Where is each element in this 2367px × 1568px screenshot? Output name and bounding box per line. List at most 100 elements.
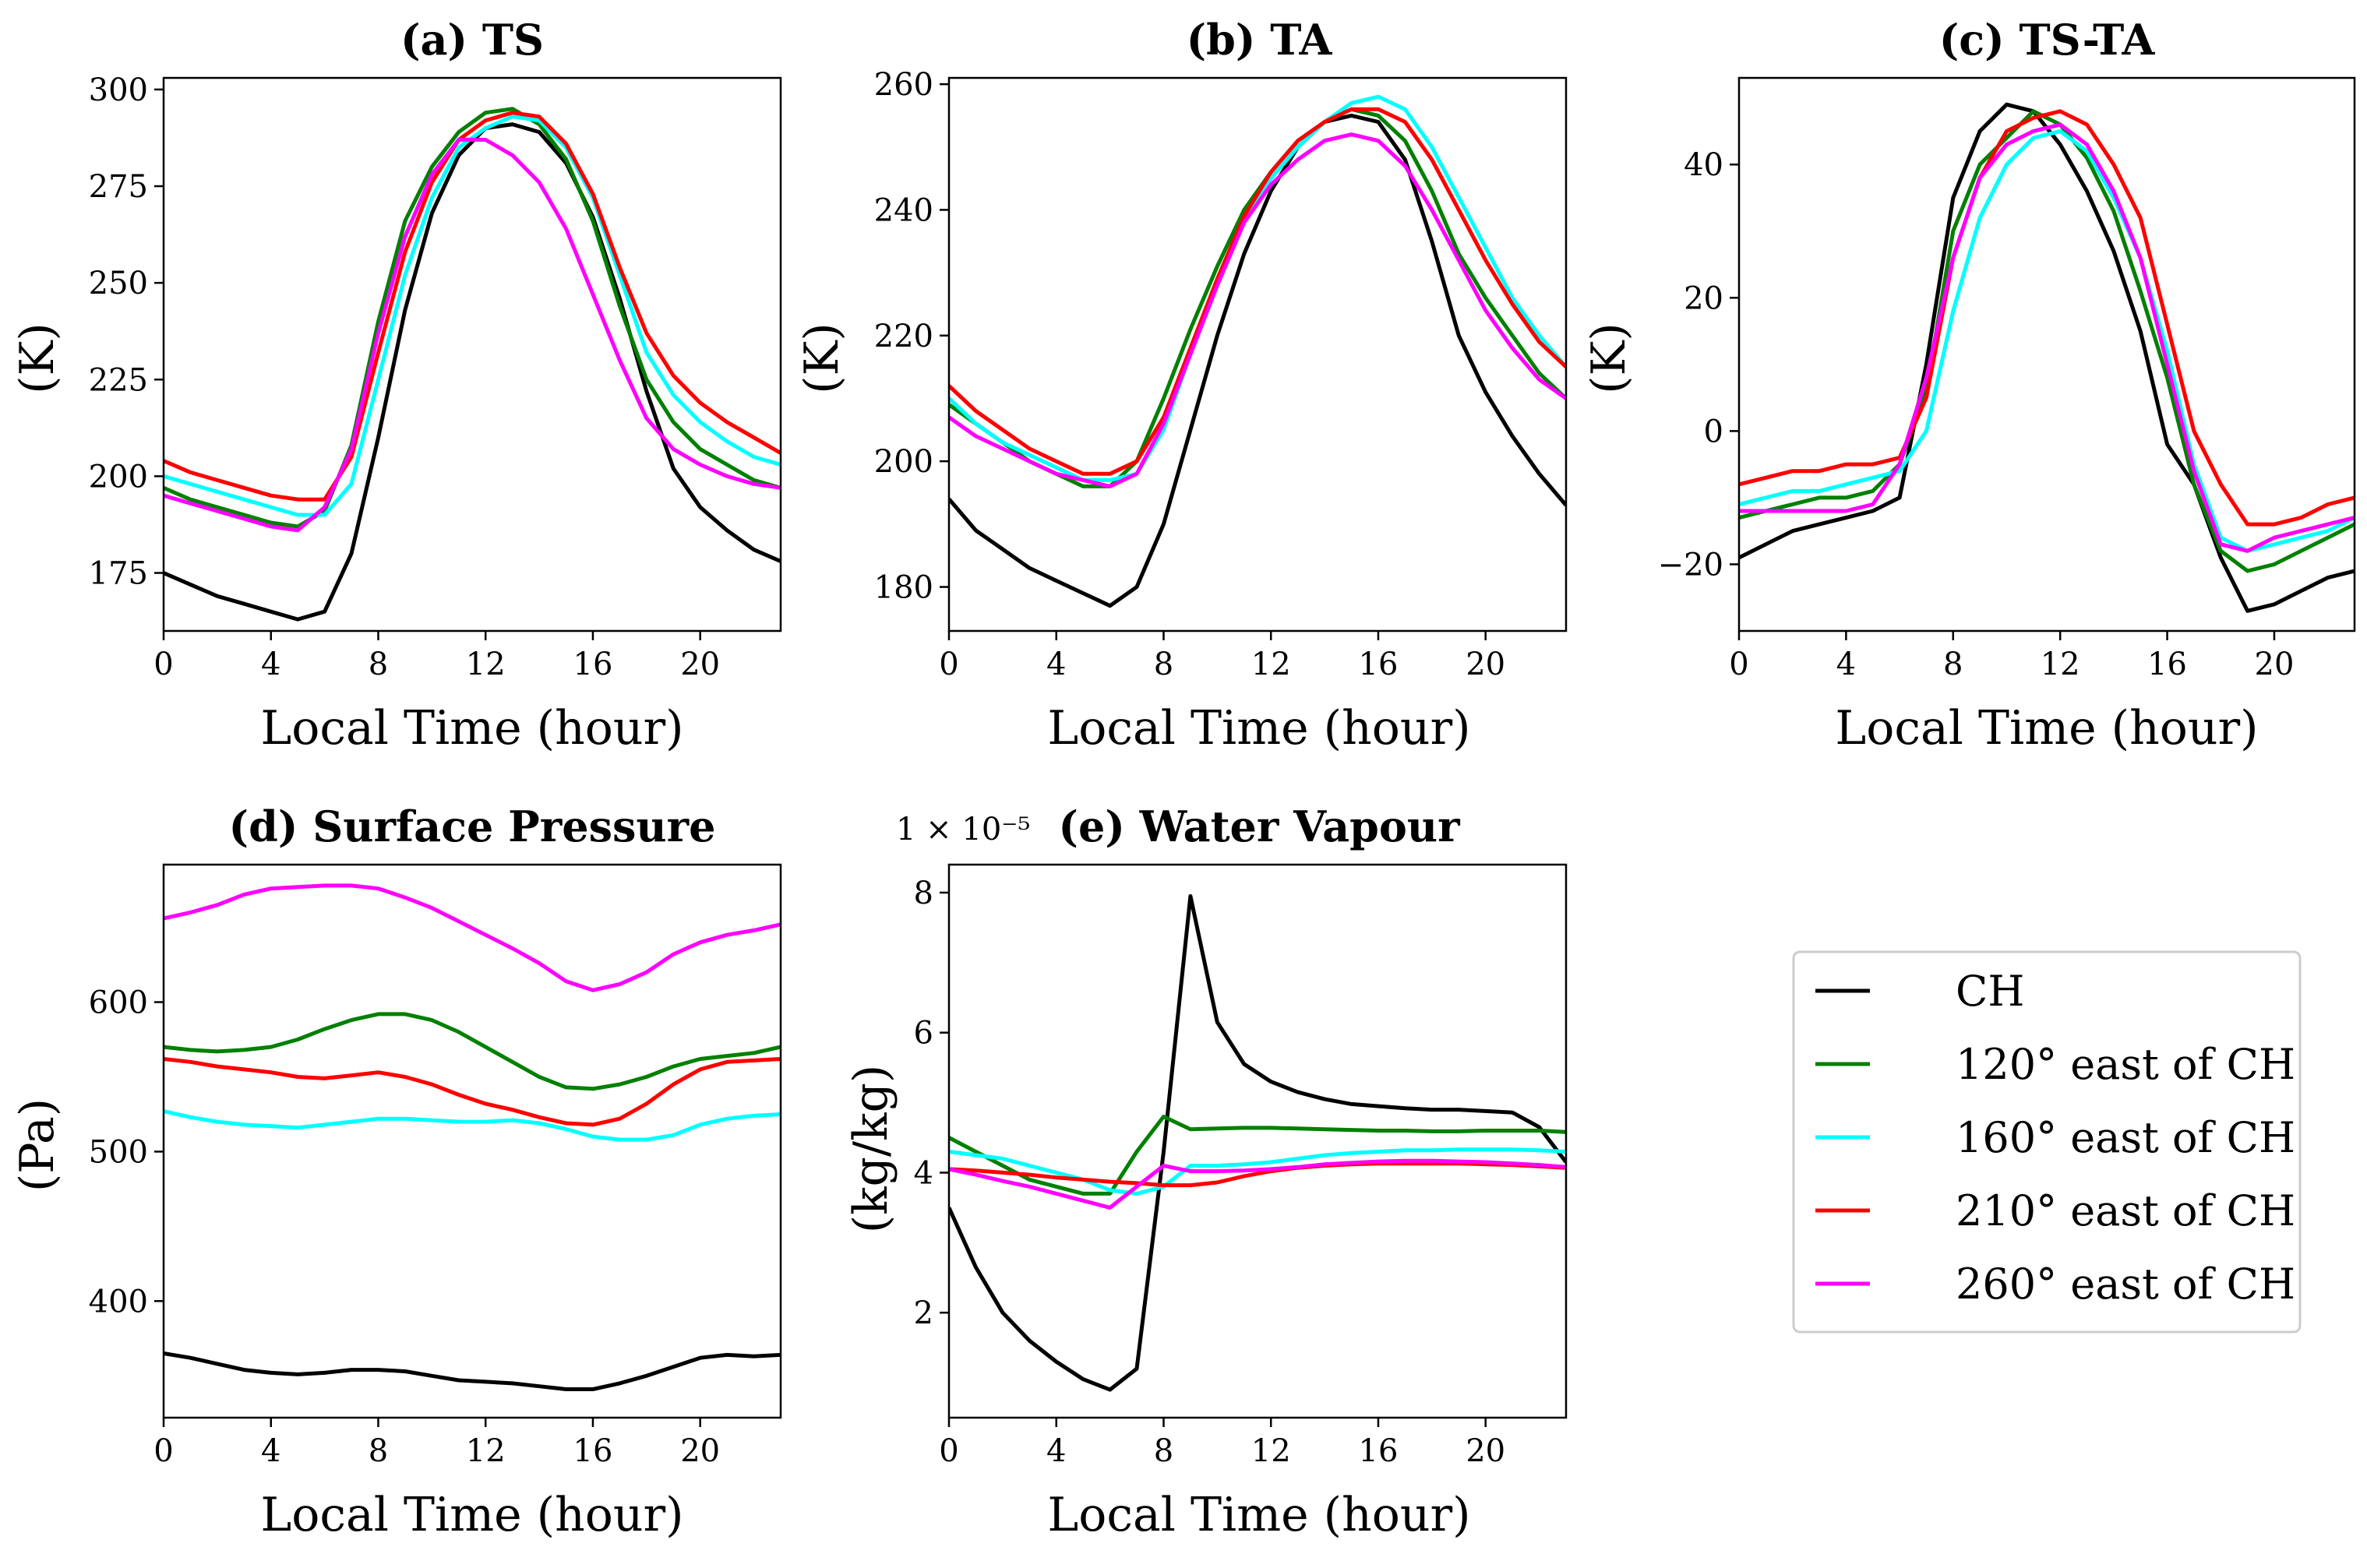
panel-b-series-ch <box>949 113 1566 608</box>
panel-d-ylabel: (Pa) <box>10 1098 65 1192</box>
panel-e-offset-label: 1 × 10⁻⁵ <box>896 812 1030 847</box>
panel-a-series-ch <box>164 122 781 622</box>
panel-d-xtick-label: 20 <box>680 1433 720 1469</box>
panel-b-xtick-label: 8 <box>1154 647 1173 682</box>
panel-a-series-260-east-of-ch <box>164 137 781 533</box>
panel-a-series-group <box>164 107 781 622</box>
panel-c-xtick-label: 12 <box>2041 647 2080 682</box>
panel-b-xtick-label: 4 <box>1046 647 1066 682</box>
panel-c-xtick-label: 20 <box>2255 647 2295 682</box>
panel-d-title: (d) Surface Pressure <box>229 802 716 851</box>
panel-a-xtick-label: 8 <box>369 647 388 682</box>
panel-a-ytick-label: 250 <box>89 266 148 301</box>
panel-e-xtick-label: 20 <box>1466 1433 1505 1469</box>
panel-a-xlabel: Local Time (hour) <box>260 701 683 756</box>
panel-a-series-160-east-of-ch <box>164 115 781 517</box>
panel-c-xtick-label: 16 <box>2147 647 2187 682</box>
panel-a-ytick-label: 300 <box>89 72 148 108</box>
panel-b-title: (b) TA <box>1187 15 1333 65</box>
panel-d-xtick-label: 8 <box>369 1433 388 1469</box>
panel-c-series-group <box>1739 102 2355 613</box>
panel-c-xtick-label: 4 <box>1836 647 1856 682</box>
panel-c-ytick-label: 0 <box>1704 414 1723 449</box>
panel-e-series-ch <box>949 893 1566 1392</box>
panel-d-ytick-label: 400 <box>89 1284 148 1320</box>
panel-d-axes-frame <box>162 863 782 1419</box>
panel-c-ytick-label: −20 <box>1658 547 1723 583</box>
panel-b-ytick-label: 220 <box>874 319 933 354</box>
panel-d-series-120-east-of-ch <box>164 1012 781 1091</box>
panel-b-xtick-label: 16 <box>1359 647 1399 682</box>
legend-label-160: 160° east of CH <box>1956 1113 2295 1162</box>
panel-d-series-260-east-of-ch <box>164 883 781 992</box>
panel-e-ytick-label: 4 <box>914 1155 933 1191</box>
legend-frame <box>1792 950 2302 1334</box>
panel-a: (a) TS Local Time (hour) (K) <box>10 15 684 756</box>
panel-c-series-ch <box>1739 102 2355 613</box>
panel-d-series-group <box>164 883 781 1391</box>
panel-c-ylabel: (K) <box>1582 322 1636 394</box>
panel-e-axes-frame <box>947 863 1568 1419</box>
panel-b-series-120-east-of-ch <box>949 107 1566 488</box>
panel-e-ytick-label: 2 <box>914 1295 933 1331</box>
panel-b-ytick-label: 260 <box>874 67 933 103</box>
legend-label-120: 120° east of CH <box>1956 1040 2295 1089</box>
panel-d-series-160-east-of-ch <box>164 1109 781 1142</box>
panel-c-xlabel: Local Time (hour) <box>1835 701 2258 756</box>
panel-a-xtick-label: 20 <box>680 647 720 682</box>
panel-a-xtick-label: 0 <box>153 647 173 682</box>
panel-e-series-210-east-of-ch <box>949 1161 1566 1188</box>
panel-c-series-160-east-of-ch <box>1739 129 2355 553</box>
panel-e-title: (e) Water Vapour <box>1058 802 1460 851</box>
panel-d-ytick-label: 600 <box>89 985 148 1021</box>
panel-d-xtick-label: 16 <box>573 1433 613 1469</box>
panel-b-xtick-label: 12 <box>1251 647 1291 682</box>
panel-e-xtick-label: 0 <box>939 1433 958 1469</box>
panel-e-series-group <box>949 893 1566 1392</box>
panel-c-series-120-east-of-ch <box>1739 109 2355 573</box>
panel-e: 1 × 10⁻⁵ (e) Water Vapour Local Time (ho… <box>844 802 1471 1542</box>
panel-b-ytick-label: 200 <box>874 444 933 480</box>
panel-a-axes-frame <box>162 76 782 632</box>
panel-e-xtick-label: 4 <box>1046 1433 1066 1469</box>
panel-b-ytick-label: 180 <box>874 570 933 606</box>
panel-a-series-210-east-of-ch <box>164 111 781 502</box>
panel-b-xtick-label: 20 <box>1466 647 1505 682</box>
panel-c-ytick-label: 20 <box>1684 280 1723 316</box>
panel-e-xtick-label: 12 <box>1251 1433 1291 1469</box>
panel-d: (d) Surface Pressure Local Time (hour) (… <box>10 802 715 1542</box>
panel-d-series-210-east-of-ch <box>164 1057 781 1127</box>
panel-e-series-160-east-of-ch <box>949 1147 1566 1196</box>
legend-label-260: 260° east of CH <box>1956 1260 2295 1309</box>
panel-d-xtick-label: 0 <box>153 1433 173 1469</box>
panel-e-xtick-label: 8 <box>1154 1433 1173 1469</box>
panel-a-ytick-label: 275 <box>89 169 148 205</box>
panel-b-axes-frame <box>947 76 1568 632</box>
panel-e-ytick-label: 8 <box>914 876 933 911</box>
panel-a-ylabel: (K) <box>10 322 65 394</box>
panel-b-series-260-east-of-ch <box>949 132 1566 488</box>
panel-b-ylabel: (K) <box>795 322 849 394</box>
panel-b-plot: 0 4 8 12 16 20 180 200 220 240 260 <box>874 67 1568 682</box>
panel-d-xlabel: Local Time (hour) <box>260 1488 683 1542</box>
panel-c-plot: 0 4 8 12 16 20 −20 0 20 40 <box>1658 76 2356 682</box>
panel-c-series-260-east-of-ch <box>1739 122 2355 553</box>
legend-label-210: 210° east of CH <box>1956 1186 2295 1235</box>
panel-a-series-120-east-of-ch <box>164 107 781 529</box>
panel-a-xtick-label: 16 <box>573 647 613 682</box>
panel-b-series-210-east-of-ch <box>949 107 1566 476</box>
panel-a-plot: 0 4 8 12 16 20 175 200 225 250 275 300 <box>89 72 782 682</box>
panel-a-xtick-label: 12 <box>466 647 506 682</box>
panel-d-xtick-label: 4 <box>261 1433 280 1469</box>
legend-label-ch: CH <box>1956 967 2024 1016</box>
panel-b-xlabel: Local Time (hour) <box>1047 701 1470 756</box>
panel-a-ytick-label: 225 <box>89 362 148 398</box>
panel-a-ytick-label: 175 <box>89 556 148 592</box>
panel-c-ytick-label: 40 <box>1684 147 1723 183</box>
panel-a-xtick-label: 4 <box>261 647 280 682</box>
panel-c-xtick-label: 8 <box>1943 647 1963 682</box>
panel-c-axes-frame <box>1737 76 2356 632</box>
panel-e-ylabel: (kg/kg) <box>844 1065 898 1234</box>
